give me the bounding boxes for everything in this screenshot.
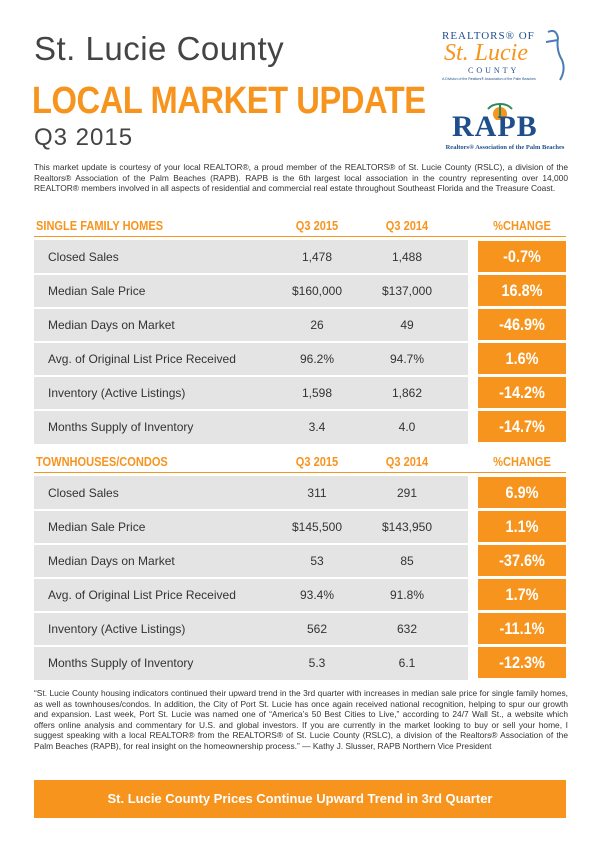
col-header: Q3 2014 [385, 218, 429, 233]
col-header: Q3 2015 [295, 454, 339, 469]
row-label: Months Supply of Inventory [48, 420, 194, 434]
rslc-logo: REALTORS® OF St. Lucie COUNTY A Division… [430, 28, 570, 90]
row-label: Avg. of Original List Price Received [48, 588, 236, 602]
header-rule [34, 236, 566, 237]
row-label: Avg. of Original List Price Received [48, 352, 236, 366]
col-header: Q3 2014 [385, 454, 429, 469]
change-box: 1.6% [478, 343, 566, 374]
row-divider [34, 611, 468, 613]
section-title: TOWNHOUSES/CONDOS [36, 454, 168, 469]
palm-icon [487, 103, 513, 120]
banner-text: St. Lucie County Prices Continue Upward … [107, 791, 493, 806]
row-label: Median Days on Market [48, 318, 175, 332]
title: St. Lucie County [34, 30, 285, 67]
cell: 632 [396, 622, 418, 636]
change-value: 1.7% [505, 585, 539, 604]
change-value: -14.2% [499, 383, 545, 402]
change-box: -0.7% [478, 241, 566, 272]
change-box: -37.6% [478, 545, 566, 576]
change-box: -14.7% [478, 411, 566, 442]
row-divider [34, 409, 468, 411]
change-box: -14.2% [478, 377, 566, 408]
cell: 1,598 [301, 386, 333, 400]
rslc-top: REALTORS® OF [442, 30, 535, 42]
row-label: Closed Sales [48, 486, 119, 500]
change-box: 1.1% [478, 511, 566, 542]
cell: 94.7% [389, 352, 425, 366]
change-box: -12.3% [478, 647, 566, 678]
cell: 1,478 [301, 250, 333, 264]
cell: 1,862 [391, 386, 423, 400]
header-rule [34, 472, 566, 473]
cell: 53 [310, 554, 324, 568]
change-value: -0.7% [503, 247, 541, 266]
col-header: %CHANGE [493, 454, 551, 469]
subtitle: LOCAL MARKET UPDATE [32, 80, 426, 122]
cell: 562 [306, 622, 328, 636]
row-divider [34, 543, 468, 545]
cell: $137,000 [381, 284, 433, 298]
cell: 26 [310, 318, 324, 332]
row-label: Closed Sales [48, 250, 119, 264]
change-value: 16.8% [501, 281, 543, 300]
row-label: Median Sale Price [48, 284, 146, 298]
cell: 6.1 [398, 656, 416, 670]
row-label: Median Days on Market [48, 554, 175, 568]
row-label: Months Supply of Inventory [48, 656, 194, 670]
quote: “St. Lucie County housing indicators con… [34, 688, 568, 751]
cell: 1,488 [391, 250, 423, 264]
section-title: SINGLE FAMILY HOMES [36, 218, 164, 233]
change-value: 6.9% [505, 483, 539, 502]
change-box: 16.8% [478, 275, 566, 306]
period: Q3 2015 [34, 124, 134, 151]
cell: 5.3 [308, 656, 326, 670]
row-label: Median Sale Price [48, 520, 146, 534]
change-value: -12.3% [499, 653, 545, 672]
change-value: -46.9% [499, 315, 545, 334]
cell: 91.8% [389, 588, 425, 602]
cell: 93.4% [299, 588, 335, 602]
change-value: -37.6% [499, 551, 545, 570]
banner: St. Lucie County Prices Continue Upward … [34, 780, 566, 818]
change-box: -46.9% [478, 309, 566, 340]
row-divider [34, 509, 468, 511]
change-box: -11.1% [478, 613, 566, 644]
rapb-mark: RAPB [452, 110, 538, 143]
intro: This market update is courtesy of your l… [34, 162, 568, 194]
row-divider [34, 645, 468, 647]
row-divider [34, 341, 468, 343]
cell: $145,500 [291, 520, 343, 534]
row-label: Inventory (Active Listings) [48, 386, 186, 400]
change-value: -11.1% [499, 619, 545, 638]
row-divider [34, 577, 468, 579]
row-divider [34, 375, 468, 377]
cell: 49 [400, 318, 414, 332]
change-value: 1.1% [505, 517, 539, 536]
cell: 4.0 [398, 420, 416, 434]
col-header: Q3 2015 [295, 218, 339, 233]
rslc-note: A Division of the Realtors® Association … [442, 77, 536, 81]
change-value: -14.7% [499, 417, 545, 436]
cell: 85 [400, 554, 414, 568]
row-divider [34, 273, 468, 275]
change-box: 1.7% [478, 579, 566, 610]
change-box: 6.9% [478, 477, 566, 508]
cell: $160,000 [291, 284, 343, 298]
rslc-bottom: COUNTY [468, 66, 520, 75]
rslc-name: St. Lucie [444, 40, 528, 66]
cell: 311 [307, 486, 327, 500]
cell: 96.2% [299, 352, 335, 366]
cell: 3.4 [308, 420, 326, 434]
col-header: %CHANGE [493, 218, 551, 233]
change-value: 1.6% [505, 349, 539, 368]
row-divider [34, 307, 468, 309]
cell: $143,950 [381, 520, 433, 534]
rapb-logo: RAPB Realtors® Association of the Palm B… [440, 100, 570, 152]
rapb-name: Realtors® Association of the Palm Beache… [445, 144, 565, 151]
row-label: Inventory (Active Listings) [48, 622, 186, 636]
heron-icon [545, 29, 565, 81]
cell: 291 [396, 486, 418, 500]
